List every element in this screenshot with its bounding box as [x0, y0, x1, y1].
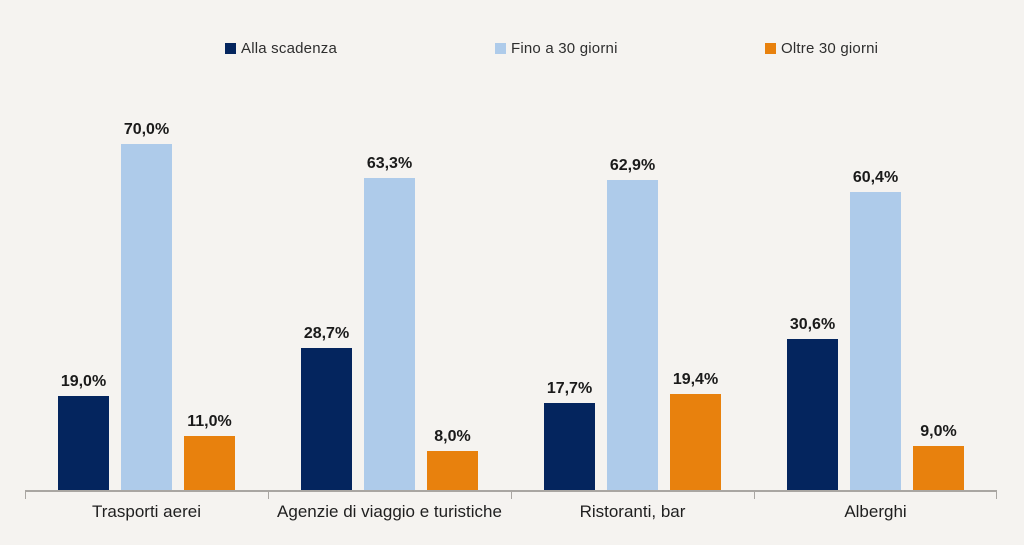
bar-oltre-30-giorni — [184, 435, 235, 490]
category-label: Ristoranti, bar — [579, 502, 686, 521]
bar-fino-a-30-giorni — [607, 179, 658, 490]
bar-column: 9,0% — [913, 423, 964, 490]
axis-tick — [754, 490, 755, 499]
bar-group: 30,6% 60,4% 9,0% — [754, 100, 997, 490]
bar-column: 63,3% — [364, 154, 415, 490]
plot-area: 19,0% 70,0% 11,0% 28,7% 63,3% 8,0% 17,7% 62,9% 1… — [25, 100, 997, 499]
bar-value-label: 70,0% — [123, 121, 170, 139]
bar-alla-scadenza — [58, 396, 109, 490]
bar-column: 30,6% — [787, 316, 838, 490]
bar-fino-a-30-giorni — [850, 191, 901, 490]
bar-value-label: 62,9% — [609, 156, 656, 174]
legend-item: Oltre 30 giorni — [765, 39, 878, 57]
x-axis-labels: Trasporti aerei Agenzie di viaggio e turi… — [25, 499, 997, 524]
category-label: Agenzie di viaggio e turistiche — [277, 502, 502, 521]
category-label: Trasporti aerei — [92, 502, 201, 521]
legend-item: Fino a 30 giorni — [495, 39, 618, 57]
bar-alla-scadenza — [544, 402, 595, 490]
bar-value-label: 30,6% — [789, 315, 836, 333]
bar-group: 28,7% 63,3% 8,0% — [268, 100, 511, 490]
bar-column: 8,0% — [427, 427, 478, 490]
bar-value-label: 19,4% — [672, 371, 719, 389]
bar-value-label: 19,0% — [60, 373, 107, 391]
bar-column: 70,0% — [121, 121, 172, 490]
bar-group: 17,7% 62,9% 19,4% — [511, 100, 754, 490]
legend-label: Oltre 30 giorni — [781, 39, 879, 57]
axis-tick — [996, 490, 997, 499]
bar-value-label: 8,0% — [434, 427, 471, 445]
bar-column: 17,7% — [544, 380, 595, 490]
bar-value-label: 28,7% — [303, 325, 350, 343]
legend-swatch-icon — [225, 42, 236, 54]
bar-column: 19,0% — [58, 373, 109, 490]
bar-fino-a-30-giorni — [121, 144, 172, 490]
legend-label: Alla scadenza — [241, 39, 337, 57]
bar-fino-a-30-giorni — [364, 177, 415, 490]
bar-column: 11,0% — [184, 413, 235, 490]
legend-item: Alla scadenza — [225, 39, 337, 57]
bar-oltre-30-giorni — [670, 394, 721, 490]
bar-value-label: 60,4% — [852, 168, 899, 186]
bar-column: 60,4% — [850, 169, 901, 490]
bar-value-label: 63,3% — [366, 154, 413, 172]
legend-label: Fino a 30 giorni — [511, 39, 618, 57]
axis-tick — [511, 490, 512, 499]
legend-swatch-icon — [765, 42, 776, 54]
bar-group: 19,0% 70,0% 11,0% — [25, 100, 268, 490]
axis-tick — [268, 490, 269, 499]
bar-value-label: 11,0% — [187, 412, 232, 430]
category-label: Alberghi — [844, 502, 907, 521]
bar-value-label: 17,7% — [546, 379, 593, 397]
bar-groups: 19,0% 70,0% 11,0% 28,7% 63,3% 8,0% 17,7% 62,9% 1… — [25, 100, 997, 490]
axis-tick — [25, 490, 26, 499]
bar-alla-scadenza — [787, 338, 838, 490]
bar-value-label: 9,0% — [920, 422, 957, 440]
bar-oltre-30-giorni — [427, 450, 478, 490]
legend-swatch-icon — [495, 42, 506, 54]
bar-column: 19,4% — [670, 371, 721, 490]
bar-oltre-30-giorni — [913, 445, 964, 490]
bar-alla-scadenza — [301, 348, 352, 490]
bar-column: 62,9% — [607, 156, 658, 490]
bar-column: 28,7% — [301, 325, 352, 490]
